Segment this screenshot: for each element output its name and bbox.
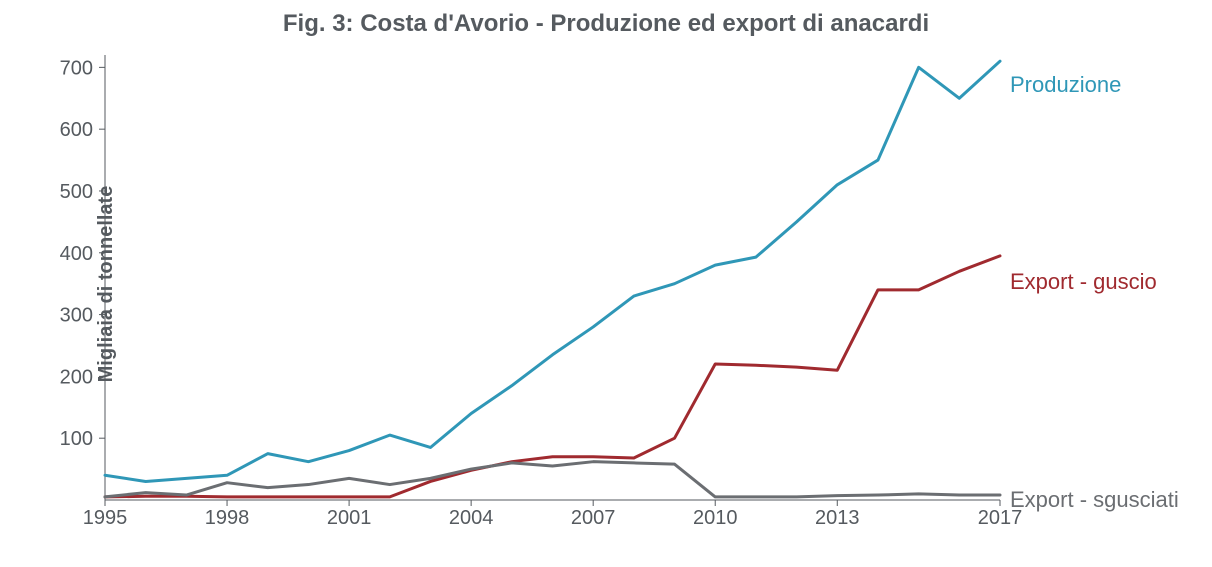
x-tick-label: 2001 [327,507,372,529]
x-tick-label: 1998 [205,507,250,529]
series-label-produzione: Produzione [1010,72,1121,98]
x-tick-label: 2004 [449,507,494,529]
x-tick-label: 2007 [571,507,616,529]
series-line-export-sgusciati [105,462,1000,497]
series-line-export-guscio [105,256,1000,497]
y-tick-label: 700 [60,57,93,79]
x-tick-label: 2010 [693,507,738,529]
series-label-export-sgusciati: Export - sgusciati [1010,487,1179,513]
chart-container: Fig. 3: Costa d'Avorio - Produzione ed e… [0,0,1212,567]
y-tick-label: 400 [60,243,93,265]
series-label-export-guscio: Export - guscio [1010,269,1157,295]
y-tick-label: 300 [60,305,93,327]
y-tick-label: 500 [60,181,93,203]
x-tick-label: 2013 [815,507,860,529]
y-tick-label: 600 [60,119,93,141]
series-line-produzione [105,61,1000,481]
y-tick-label: 200 [60,366,93,388]
x-tick-label: 1995 [83,507,128,529]
y-tick-label: 100 [60,428,93,450]
